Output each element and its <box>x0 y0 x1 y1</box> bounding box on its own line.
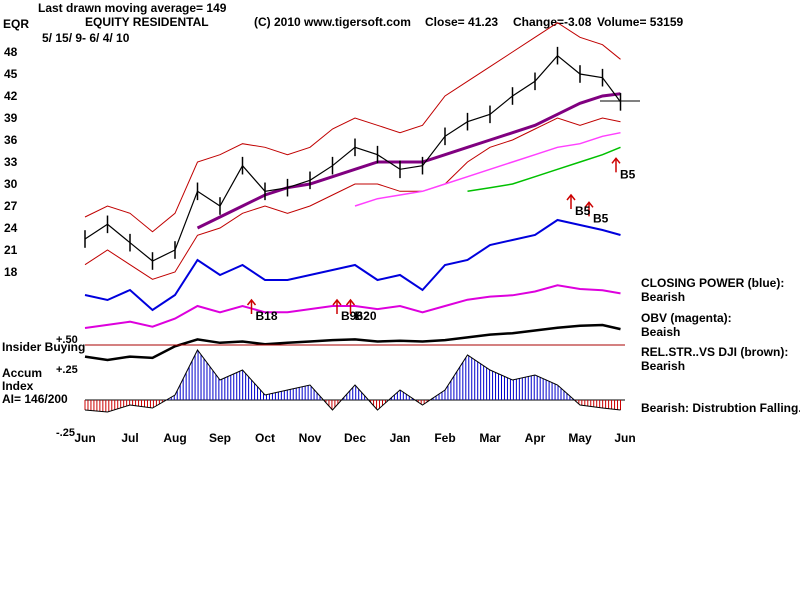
signal-arrowhead <box>611 157 621 164</box>
month-label: Dec <box>344 431 366 445</box>
price-tick-label: 21 <box>4 243 18 257</box>
price-tick-label: 33 <box>4 155 18 169</box>
accum-panel <box>84 349 625 413</box>
month-label: Aug <box>163 431 186 445</box>
month-label: May <box>568 431 592 445</box>
signal-label: B5 <box>593 211 609 225</box>
price-panel <box>84 22 640 280</box>
date-range: 5/ 15/ 9- 6/ 4/ 10 <box>42 31 130 45</box>
month-label: Oct <box>255 431 275 445</box>
signal-arrowhead <box>332 298 342 306</box>
accum-label-3: AI= 146/200 <box>2 392 68 406</box>
price-tick-label: 36 <box>4 133 18 147</box>
obv-panel <box>84 284 621 329</box>
price-tick-label: 42 <box>4 89 18 103</box>
signal-label: B5 <box>575 204 591 218</box>
signal-arrowhead <box>584 201 594 208</box>
change-value: Change=-3.08 <box>513 15 592 29</box>
price-tick-label: 45 <box>4 67 18 81</box>
signal-label: B20 <box>355 309 377 323</box>
upper-band-line <box>84 22 621 233</box>
price-tick-label: 18 <box>4 265 18 279</box>
close-value: Close= 41.23 <box>425 15 498 29</box>
accum-line <box>84 349 621 413</box>
signal-label: B96 <box>341 309 363 323</box>
accum-label-1: Accum <box>2 366 42 380</box>
price-tick-label: 39 <box>4 111 18 125</box>
relstr-panel <box>84 323 625 362</box>
month-label: Jul <box>121 431 138 445</box>
copyright-text: (C) 2010 www.tigersoft.com <box>254 15 411 29</box>
closing-power-state: Bearish <box>641 290 685 304</box>
price-line <box>84 54 621 262</box>
accum-state-label: Bearish: Distrubtion Falling. <box>641 401 800 415</box>
relstr-label: REL.STR..VS DJI (brown): <box>641 345 788 359</box>
volume-value: Volume= 53159 <box>597 15 683 29</box>
ticker-label: EQR <box>3 17 29 31</box>
pink-ma-line <box>354 131 621 207</box>
signal-label: B5 <box>620 167 636 181</box>
signal-arrowhead <box>345 298 356 306</box>
month-label: Nov <box>299 431 322 445</box>
accum-label-2: Index <box>2 379 34 393</box>
price-tick-label: 24 <box>4 221 18 235</box>
month-label: Jun <box>614 431 635 445</box>
price-tick-label: 48 <box>4 45 18 59</box>
closing-power-panel <box>84 218 621 312</box>
price-axis: 18 21 24 27 30 33 36 39 42 45 48 <box>4 45 18 279</box>
relstr-state: Bearish <box>641 359 685 373</box>
closing-power-line <box>84 218 621 312</box>
month-label: Jan <box>390 431 411 445</box>
month-label: Jun <box>74 431 95 445</box>
ma-149-line <box>196 92 621 230</box>
signal-label: B18 <box>256 309 278 323</box>
price-tick-label: 27 <box>4 199 18 213</box>
month-label: Feb <box>434 431 455 445</box>
closing-power-label: CLOSING POWER (blue): <box>641 276 784 290</box>
header-moving-average: Last drawn moving average= 149 <box>38 1 227 15</box>
insider-buying-label: Insider Buying <box>2 340 85 354</box>
minus25-label: -.25 <box>56 427 75 439</box>
signal-arrowhead <box>566 193 576 201</box>
green-ma-line <box>467 146 621 193</box>
lower-band-line <box>84 117 621 280</box>
month-label: Apr <box>525 431 546 445</box>
obv-state: Beaish <box>641 325 680 339</box>
month-label: Mar <box>479 431 501 445</box>
obv-label: OBV (magenta): <box>641 311 732 325</box>
relstr-line <box>84 323 621 362</box>
plus25-label: +.25 <box>56 364 78 376</box>
month-label: Sep <box>209 431 231 445</box>
company-title: EQUITY RESIDENTAL <box>85 15 209 29</box>
price-tick-label: 30 <box>4 177 18 191</box>
obv-line <box>84 284 621 329</box>
plus50-label: +.50 <box>56 334 78 346</box>
x-axis-months: Jun Jul Aug Sep Oct Nov Dec Jan Feb Mar Apr May Jun <box>74 431 635 445</box>
signal-arrowhead <box>246 298 257 306</box>
